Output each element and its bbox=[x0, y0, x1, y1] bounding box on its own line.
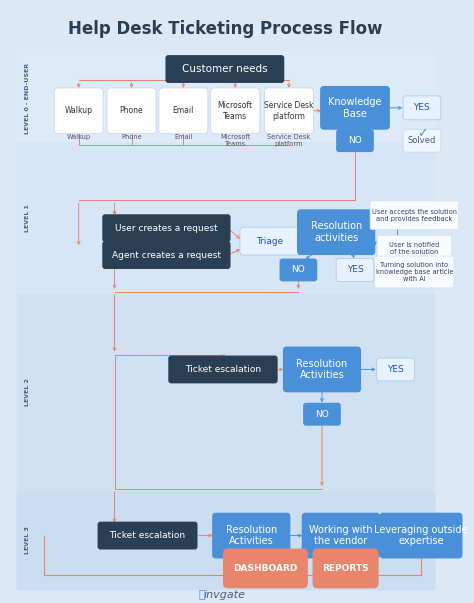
Text: invgate: invgate bbox=[204, 590, 246, 600]
FancyBboxPatch shape bbox=[320, 86, 390, 130]
FancyBboxPatch shape bbox=[336, 259, 374, 282]
FancyBboxPatch shape bbox=[403, 96, 441, 120]
Text: REPORTS: REPORTS bbox=[322, 564, 369, 573]
Text: Ⓘ: Ⓘ bbox=[199, 590, 206, 600]
Text: LEVEL 0 - END-USER: LEVEL 0 - END-USER bbox=[25, 63, 30, 134]
FancyBboxPatch shape bbox=[223, 549, 308, 589]
Text: Service Desk
platform: Service Desk platform bbox=[264, 101, 314, 121]
Text: NO: NO bbox=[315, 409, 329, 418]
FancyBboxPatch shape bbox=[159, 88, 208, 134]
Text: Microsoft
Teams: Microsoft Teams bbox=[218, 101, 253, 121]
Text: Working with
the vendor: Working with the vendor bbox=[309, 525, 373, 546]
Text: ✓: ✓ bbox=[417, 127, 427, 140]
Text: Phone: Phone bbox=[121, 134, 142, 140]
Text: Help Desk Ticketing Process Flow: Help Desk Ticketing Process Flow bbox=[68, 21, 382, 38]
Text: LEVEL 3: LEVEL 3 bbox=[25, 526, 30, 555]
FancyBboxPatch shape bbox=[102, 214, 230, 242]
Text: Microsoft
Teams: Microsoft Teams bbox=[220, 134, 250, 147]
FancyBboxPatch shape bbox=[240, 227, 301, 255]
Text: Walkup: Walkup bbox=[67, 134, 91, 140]
Text: Solved: Solved bbox=[408, 136, 436, 145]
FancyBboxPatch shape bbox=[375, 256, 454, 288]
Text: Email: Email bbox=[174, 134, 192, 140]
Text: Agent creates a request: Agent creates a request bbox=[112, 251, 221, 259]
Text: Resolution
Activities: Resolution Activities bbox=[226, 525, 277, 546]
Text: YES: YES bbox=[413, 103, 430, 112]
Text: LEVEL 2: LEVEL 2 bbox=[25, 379, 30, 406]
FancyBboxPatch shape bbox=[312, 549, 379, 589]
Text: User creates a request: User creates a request bbox=[115, 224, 218, 233]
Text: YES: YES bbox=[346, 265, 364, 274]
Text: User is notified
of the solution: User is notified of the solution bbox=[389, 242, 439, 254]
Text: Leveraging outside
expertise: Leveraging outside expertise bbox=[374, 525, 468, 546]
FancyBboxPatch shape bbox=[165, 55, 284, 83]
FancyBboxPatch shape bbox=[377, 358, 414, 381]
Text: Walkup: Walkup bbox=[65, 106, 93, 115]
FancyBboxPatch shape bbox=[380, 513, 463, 558]
FancyBboxPatch shape bbox=[302, 513, 380, 558]
FancyBboxPatch shape bbox=[98, 522, 198, 549]
Text: LEVEL 1: LEVEL 1 bbox=[25, 204, 30, 232]
Text: Knowledge
Base: Knowledge Base bbox=[328, 97, 382, 119]
FancyBboxPatch shape bbox=[17, 491, 435, 590]
FancyBboxPatch shape bbox=[17, 294, 435, 491]
FancyBboxPatch shape bbox=[212, 513, 291, 558]
FancyBboxPatch shape bbox=[211, 88, 260, 134]
FancyBboxPatch shape bbox=[283, 347, 361, 393]
Text: Ticket escalation: Ticket escalation bbox=[109, 531, 186, 540]
FancyBboxPatch shape bbox=[107, 88, 156, 134]
Text: Resolution
Activities: Resolution Activities bbox=[296, 359, 347, 380]
Text: Phone: Phone bbox=[120, 106, 143, 115]
FancyBboxPatch shape bbox=[377, 235, 452, 261]
FancyBboxPatch shape bbox=[297, 209, 375, 255]
FancyBboxPatch shape bbox=[54, 88, 103, 134]
Text: NO: NO bbox=[292, 265, 305, 274]
Text: Service Desk
platform: Service Desk platform bbox=[267, 134, 310, 147]
FancyBboxPatch shape bbox=[336, 129, 374, 152]
Text: Ticket escalation: Ticket escalation bbox=[185, 365, 261, 374]
Text: DASHBOARD: DASHBOARD bbox=[233, 564, 298, 573]
FancyBboxPatch shape bbox=[370, 201, 459, 230]
Text: Triage: Triage bbox=[256, 236, 284, 245]
Text: Resolution
activities: Resolution activities bbox=[310, 221, 362, 243]
FancyBboxPatch shape bbox=[264, 88, 313, 134]
Text: YES: YES bbox=[387, 365, 404, 374]
FancyBboxPatch shape bbox=[168, 356, 278, 384]
FancyBboxPatch shape bbox=[17, 54, 435, 143]
Text: Customer needs: Customer needs bbox=[182, 64, 268, 74]
FancyBboxPatch shape bbox=[17, 142, 435, 294]
Text: Email: Email bbox=[173, 106, 194, 115]
Text: NO: NO bbox=[348, 136, 362, 145]
FancyBboxPatch shape bbox=[280, 259, 317, 282]
Text: User accepts the solution
and provides feedback: User accepts the solution and provides f… bbox=[372, 209, 457, 222]
Text: Turning solution into
knowledge base article
with AI: Turning solution into knowledge base art… bbox=[375, 262, 453, 282]
FancyBboxPatch shape bbox=[403, 129, 441, 152]
FancyBboxPatch shape bbox=[303, 403, 341, 426]
FancyBboxPatch shape bbox=[102, 241, 230, 269]
